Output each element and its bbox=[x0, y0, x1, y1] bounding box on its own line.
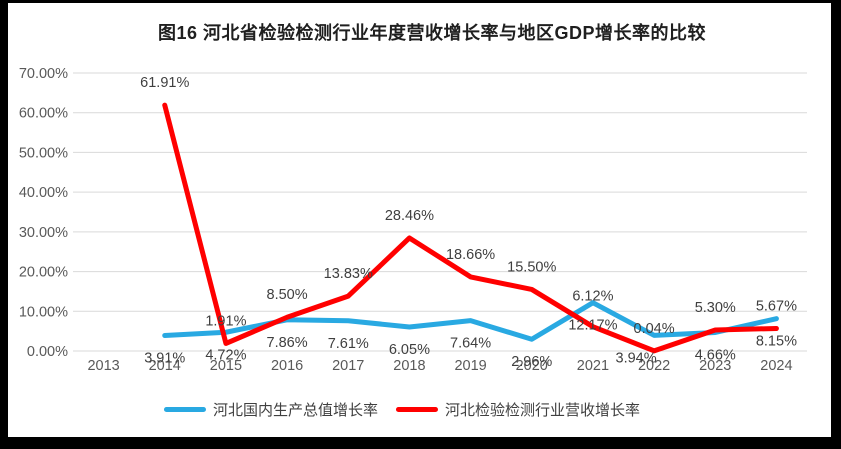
y-axis-tick-label: 0.00% bbox=[27, 344, 68, 360]
x-axis-tick-label: 2024 bbox=[760, 358, 792, 374]
chart-title: 图16 河北省检验检测行业年度营收增长率与地区GDP增长率的比较 bbox=[157, 23, 707, 43]
data-label: 18.66% bbox=[446, 247, 495, 263]
data-label: 7.64% bbox=[450, 336, 491, 352]
data-label: 8.50% bbox=[267, 287, 308, 303]
x-axis-tick-label: 2023 bbox=[699, 358, 731, 374]
chart-legend: 河北国内生产总值增长率 河北检验检测行业营收增长率 bbox=[163, 399, 640, 420]
data-label: 3.94% bbox=[616, 350, 657, 366]
data-label: 4.72% bbox=[205, 347, 246, 363]
y-axis-tick-label: 70.00% bbox=[19, 66, 68, 82]
y-axis-tick-label: 40.00% bbox=[19, 185, 68, 201]
legend-marker-revenue-line bbox=[396, 407, 438, 412]
data-label: 1.91% bbox=[205, 313, 246, 329]
legend-marker-gdp-line bbox=[163, 407, 206, 412]
data-label: 8.15% bbox=[756, 334, 797, 350]
data-label: 28.46% bbox=[385, 208, 434, 224]
series-line-gdp bbox=[162, 300, 779, 342]
y-axis-tick-label: 60.00% bbox=[19, 106, 68, 122]
legend-item-revenue: 河北检验检测行业营收增长率 bbox=[396, 399, 640, 420]
y-axis-tick-label: 50.00% bbox=[19, 145, 68, 161]
chart-canvas bbox=[8, 3, 831, 437]
data-label: 6.05% bbox=[389, 342, 430, 358]
axis-labels: 0.00% 10.00% 20.00% 30.00% 40.00% 50.00% 60.00… bbox=[19, 66, 793, 374]
x-axis-tick-label: 2014 bbox=[149, 358, 181, 374]
data-labels: 3.91% 4.72% 7.86% 7.61% 6.05% 7.64% 2.96% 12.17… bbox=[140, 75, 797, 370]
legend-label-gdp: 河北国内生产总值增长率 bbox=[212, 402, 378, 419]
y-axis-tick-label: 10.00% bbox=[19, 304, 68, 320]
x-axis-tick-label: 2020 bbox=[516, 358, 548, 374]
legend-item-gdp: 河北国内生产总值增长率 bbox=[163, 399, 378, 420]
series-lines bbox=[162, 102, 779, 354]
data-label: 5.67% bbox=[756, 298, 797, 314]
data-label: 12.17% bbox=[568, 318, 617, 334]
data-label: 5.30% bbox=[695, 300, 736, 316]
x-axis-tick-label: 2021 bbox=[577, 358, 609, 374]
data-label: 13.83% bbox=[324, 266, 373, 282]
data-label: 2.96% bbox=[511, 354, 552, 370]
x-axis-tick-label: 2015 bbox=[210, 358, 242, 374]
data-label: 15.50% bbox=[507, 259, 556, 275]
y-axis-tick-label: 30.00% bbox=[19, 225, 68, 241]
data-label: 3.91% bbox=[144, 350, 185, 366]
data-label: 4.66% bbox=[695, 347, 736, 363]
y-axis-tick-label: 20.00% bbox=[19, 265, 68, 281]
legend-label-revenue: 河北检验检测行业营收增长率 bbox=[445, 402, 641, 419]
x-axis-tick-label: 2022 bbox=[638, 358, 670, 374]
data-label: 7.61% bbox=[328, 336, 369, 352]
x-axis-tick-label: 2018 bbox=[393, 358, 425, 374]
x-axis-tick-label: 2019 bbox=[454, 358, 486, 374]
x-axis-tick-label: 2013 bbox=[87, 358, 119, 374]
data-label: 0.04% bbox=[634, 321, 675, 337]
series-line-revenue bbox=[162, 102, 779, 354]
x-axis-tick-label: 2017 bbox=[332, 358, 364, 374]
data-label: 61.91% bbox=[140, 75, 189, 91]
data-label: 7.86% bbox=[267, 335, 308, 351]
x-axis-tick-label: 2016 bbox=[271, 358, 303, 374]
data-label: 6.12% bbox=[572, 289, 613, 305]
